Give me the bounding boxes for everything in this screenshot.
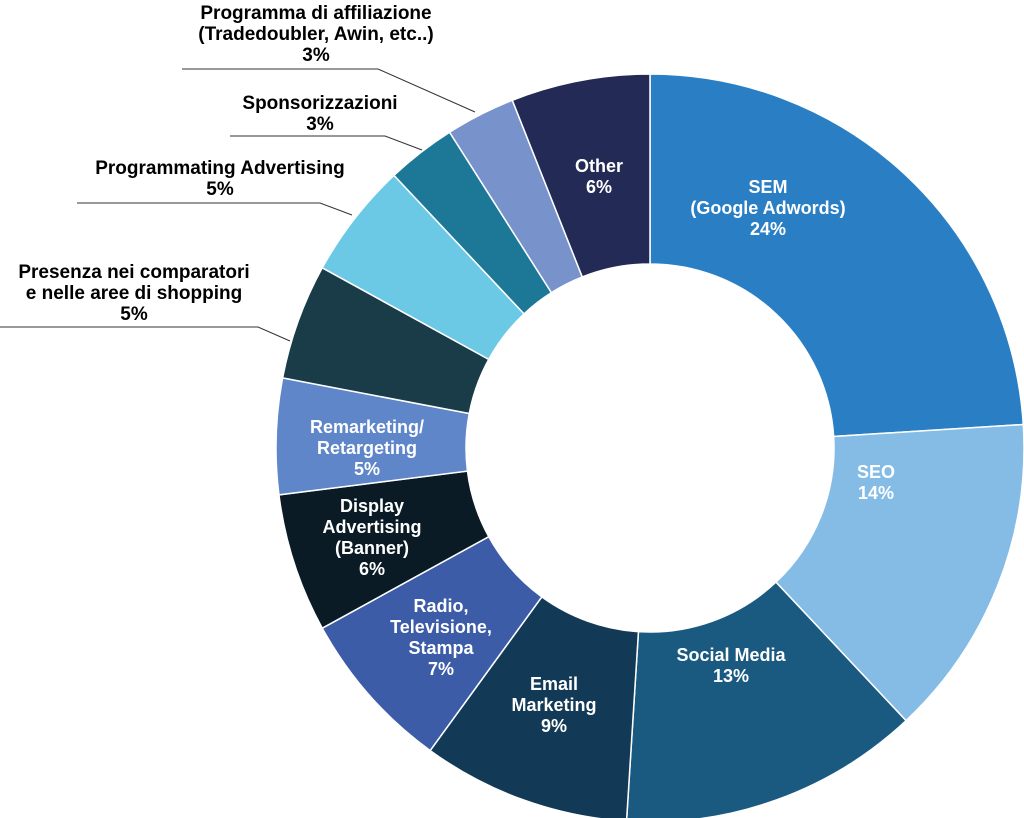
slice-name-line: Sponsorizzazioni [242, 93, 397, 114]
slice-value-label: 3% [302, 45, 330, 66]
slice-label-0: SEM (Google Adwords) 24% [690, 177, 845, 239]
slice-label-5: Display Advertising (Banner) 6% [322, 496, 421, 579]
slice-name-line: SEO [857, 462, 895, 482]
slice-value-label: 3% [306, 114, 334, 135]
slice-name-line: Other [575, 156, 623, 176]
slice-name-line: Televisione, [390, 617, 492, 637]
leader-line-8 [77, 202, 353, 216]
slice-11 [511, 73, 651, 278]
slice-name-line: (Tradedoubler, Awin, etc..) [198, 24, 433, 45]
slice-label-7: Presenza nei comparatori e nelle aree di … [18, 262, 249, 325]
slice-value-label: 5% [206, 179, 234, 200]
slice-label-10: Programma di affiliazione (Tradedoubler, … [198, 3, 433, 66]
slice-name-line: Presenza nei comparatori [18, 262, 249, 283]
leader-line-9 [230, 135, 423, 151]
slice-1 [774, 423, 1024, 722]
slice-label-6: Remarketing/Retargeting 5% [310, 417, 424, 479]
slice-value-label: 24% [750, 219, 786, 239]
slice-name-line: (Google Adwords) [690, 198, 845, 218]
donut-slices [275, 73, 1024, 818]
slice-name-line: e nelle aree di shopping [26, 283, 242, 304]
slice-name-line: Retargeting [317, 438, 417, 458]
slice-label-3: Email Marketing 9% [511, 674, 596, 736]
slice-name-line: Programmating Advertising [95, 158, 345, 179]
slice-name-line: Radio, [413, 596, 468, 616]
slice-name-line: Social Media [676, 645, 786, 665]
slice-value-label: 7% [428, 659, 454, 679]
slice-name-line: Email [530, 674, 578, 694]
slice-value-label: 6% [586, 177, 612, 197]
slice-labels: SEM (Google Adwords) 24% SEO 14% Social Media… [18, 3, 895, 736]
slice-label-8: Programmating Advertising 5% [95, 158, 345, 200]
slice-name-line: Display [340, 496, 404, 516]
slice-value-label: 13% [713, 666, 749, 686]
slice-name-line: SEM [748, 177, 787, 197]
slice-label-11: Other 6% [575, 156, 623, 197]
slice-label-1: SEO 14% [857, 462, 895, 503]
slice-value-label: 6% [359, 559, 385, 579]
slice-name-line: (Banner) [335, 538, 409, 558]
leader-line-10 [182, 68, 476, 113]
slice-0 [649, 73, 1024, 438]
slice-name-line: Advertising [322, 517, 421, 537]
slice-label-4: Radio, Televisione, Stampa 7% [390, 596, 492, 679]
leader-lines [0, 68, 476, 342]
slice-value-label: 14% [858, 483, 894, 503]
leader-line-7 [0, 326, 291, 342]
slice-name-line: Programma di affiliazione [200, 3, 431, 24]
slice-label-2: Social Media 13% [676, 645, 786, 686]
slice-value-label: 9% [541, 716, 567, 736]
slice-name-line: Stampa [408, 638, 474, 658]
slice-value-label: 5% [354, 459, 380, 479]
slice-name-line: Remarketing/ [310, 417, 424, 437]
slice-value-label: 5% [120, 304, 148, 325]
slice-label-9: Sponsorizzazioni 3% [242, 93, 397, 135]
slice-name-line: Marketing [511, 695, 596, 715]
slice-2 [625, 581, 908, 818]
